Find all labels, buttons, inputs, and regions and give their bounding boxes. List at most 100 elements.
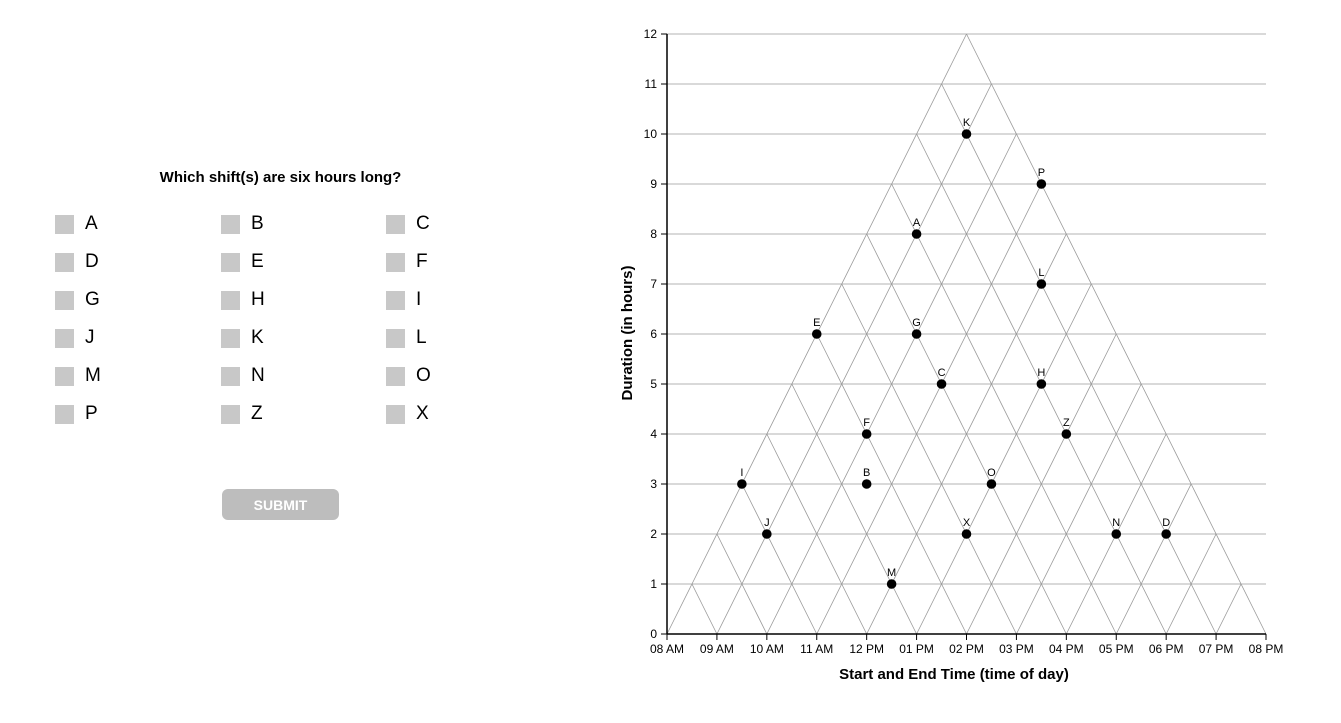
y-tick-label: 2 <box>650 527 657 541</box>
y-tick-label: 9 <box>650 177 657 191</box>
option-f[interactable]: F <box>386 250 428 274</box>
data-point-label: M <box>887 567 896 579</box>
chart-grid <box>666 33 1267 635</box>
x-tick-label: 07 PM <box>1199 642 1234 656</box>
option-checkbox[interactable] <box>221 290 240 310</box>
option-checkbox[interactable] <box>221 328 240 348</box>
option-checkbox[interactable] <box>221 366 240 386</box>
data-point-m <box>886 579 897 589</box>
data-point-k <box>961 129 972 139</box>
option-checkbox[interactable] <box>386 404 405 424</box>
data-point-label: Z <box>1063 417 1070 429</box>
x-tick-label: 08 PM <box>1249 642 1284 656</box>
data-point-d <box>1161 529 1171 539</box>
option-checkbox[interactable] <box>55 290 74 310</box>
y-tick-label: 12 <box>644 27 658 41</box>
y-tick-label: 0 <box>650 627 657 641</box>
option-label: L <box>416 327 427 348</box>
option-n[interactable]: N <box>221 364 265 388</box>
option-m[interactable]: M <box>55 364 101 388</box>
option-checkbox[interactable] <box>55 328 74 348</box>
x-tick-label: 12 PM <box>849 642 884 656</box>
x-tick-label: 11 AM <box>800 642 833 656</box>
data-point-label: H <box>1037 367 1045 379</box>
option-checkbox[interactable] <box>386 328 405 348</box>
data-point-l <box>1036 279 1047 289</box>
data-point-o <box>986 479 997 489</box>
data-point-f <box>861 429 872 439</box>
option-checkbox[interactable] <box>386 366 405 386</box>
data-point-c <box>936 379 947 389</box>
data-point-label: L <box>1038 267 1044 279</box>
option-e[interactable]: E <box>221 250 264 274</box>
x-tick-label: 01 PM <box>899 642 934 656</box>
option-l[interactable]: L <box>386 326 427 350</box>
data-point-i <box>737 479 747 489</box>
option-checkbox[interactable] <box>221 214 240 234</box>
option-x[interactable]: X <box>386 402 429 426</box>
gridline-end-time <box>816 333 967 635</box>
data-point-label: B <box>863 467 870 479</box>
option-o[interactable]: O <box>386 364 431 388</box>
submit-button[interactable]: SUBMIT <box>222 489 339 520</box>
option-d[interactable]: D <box>55 250 99 274</box>
gridline-start-time <box>816 183 1042 635</box>
data-point-b <box>861 479 872 489</box>
y-axis-title: Duration (in hours) <box>619 266 636 401</box>
option-checkbox[interactable] <box>55 404 74 424</box>
data-point-label: C <box>938 367 946 379</box>
option-g[interactable]: G <box>55 288 100 312</box>
option-b[interactable]: B <box>221 212 264 236</box>
chart-axes: 08 AM 09 AM 10 AM 11 AM 12 PM 01 PM 02 PM 03 PM… <box>644 27 1284 656</box>
y-tick-label: 8 <box>650 227 657 241</box>
option-label: G <box>85 289 100 310</box>
data-point-p <box>1036 179 1047 189</box>
option-label: C <box>416 213 430 234</box>
gridline-start-time <box>1016 383 1142 635</box>
option-label: D <box>85 251 99 272</box>
gridline-end-time <box>841 283 1017 635</box>
x-tick-label: 09 AM <box>700 642 734 656</box>
gridline-end-time <box>891 183 1117 635</box>
y-tick-label: 1 <box>650 577 657 591</box>
option-h[interactable]: H <box>221 288 265 312</box>
option-z[interactable]: Z <box>221 402 263 426</box>
option-checkbox[interactable] <box>55 366 74 386</box>
chart-points: K P A L E G C H F Z I B O J X N D M <box>737 117 1171 589</box>
option-checkbox[interactable] <box>221 252 240 272</box>
x-tick-label: 04 PM <box>1049 642 1084 656</box>
gridline-end-time <box>866 233 1067 635</box>
option-p[interactable]: P <box>55 402 98 426</box>
option-k[interactable]: K <box>221 326 264 350</box>
option-label: B <box>251 213 264 234</box>
x-tick-label: 05 PM <box>1099 642 1134 656</box>
x-tick-label: 02 PM <box>949 642 984 656</box>
data-point-label: X <box>963 517 971 529</box>
y-tick-label: 4 <box>650 427 657 441</box>
option-label: P <box>85 403 98 424</box>
data-point-a <box>911 229 922 239</box>
option-checkbox[interactable] <box>221 404 240 424</box>
data-point-label: I <box>740 467 743 479</box>
option-checkbox[interactable] <box>55 214 74 234</box>
gridline-end-time <box>791 383 917 635</box>
option-checkbox[interactable] <box>386 252 405 272</box>
data-point-label: O <box>987 467 996 479</box>
option-checkbox[interactable] <box>55 252 74 272</box>
option-checkbox[interactable] <box>386 214 405 234</box>
option-checkbox[interactable] <box>386 290 405 310</box>
question-text: Which shift(s) are six hours long? <box>159 169 402 186</box>
gridline-end-time <box>766 433 868 635</box>
option-a[interactable]: A <box>55 212 98 236</box>
data-point-label: F <box>863 417 870 429</box>
x-tick-label: 10 AM <box>750 642 784 656</box>
option-j[interactable]: J <box>55 326 95 350</box>
y-tick-label: 11 <box>645 77 658 91</box>
option-label: J <box>85 327 95 348</box>
option-label: A <box>85 213 98 234</box>
option-i[interactable]: I <box>386 288 421 312</box>
y-tick-label: 10 <box>644 127 658 141</box>
option-c[interactable]: C <box>386 212 430 236</box>
x-axis-title: Start and End Time (time of day) <box>839 666 1069 683</box>
option-label: N <box>251 365 265 386</box>
